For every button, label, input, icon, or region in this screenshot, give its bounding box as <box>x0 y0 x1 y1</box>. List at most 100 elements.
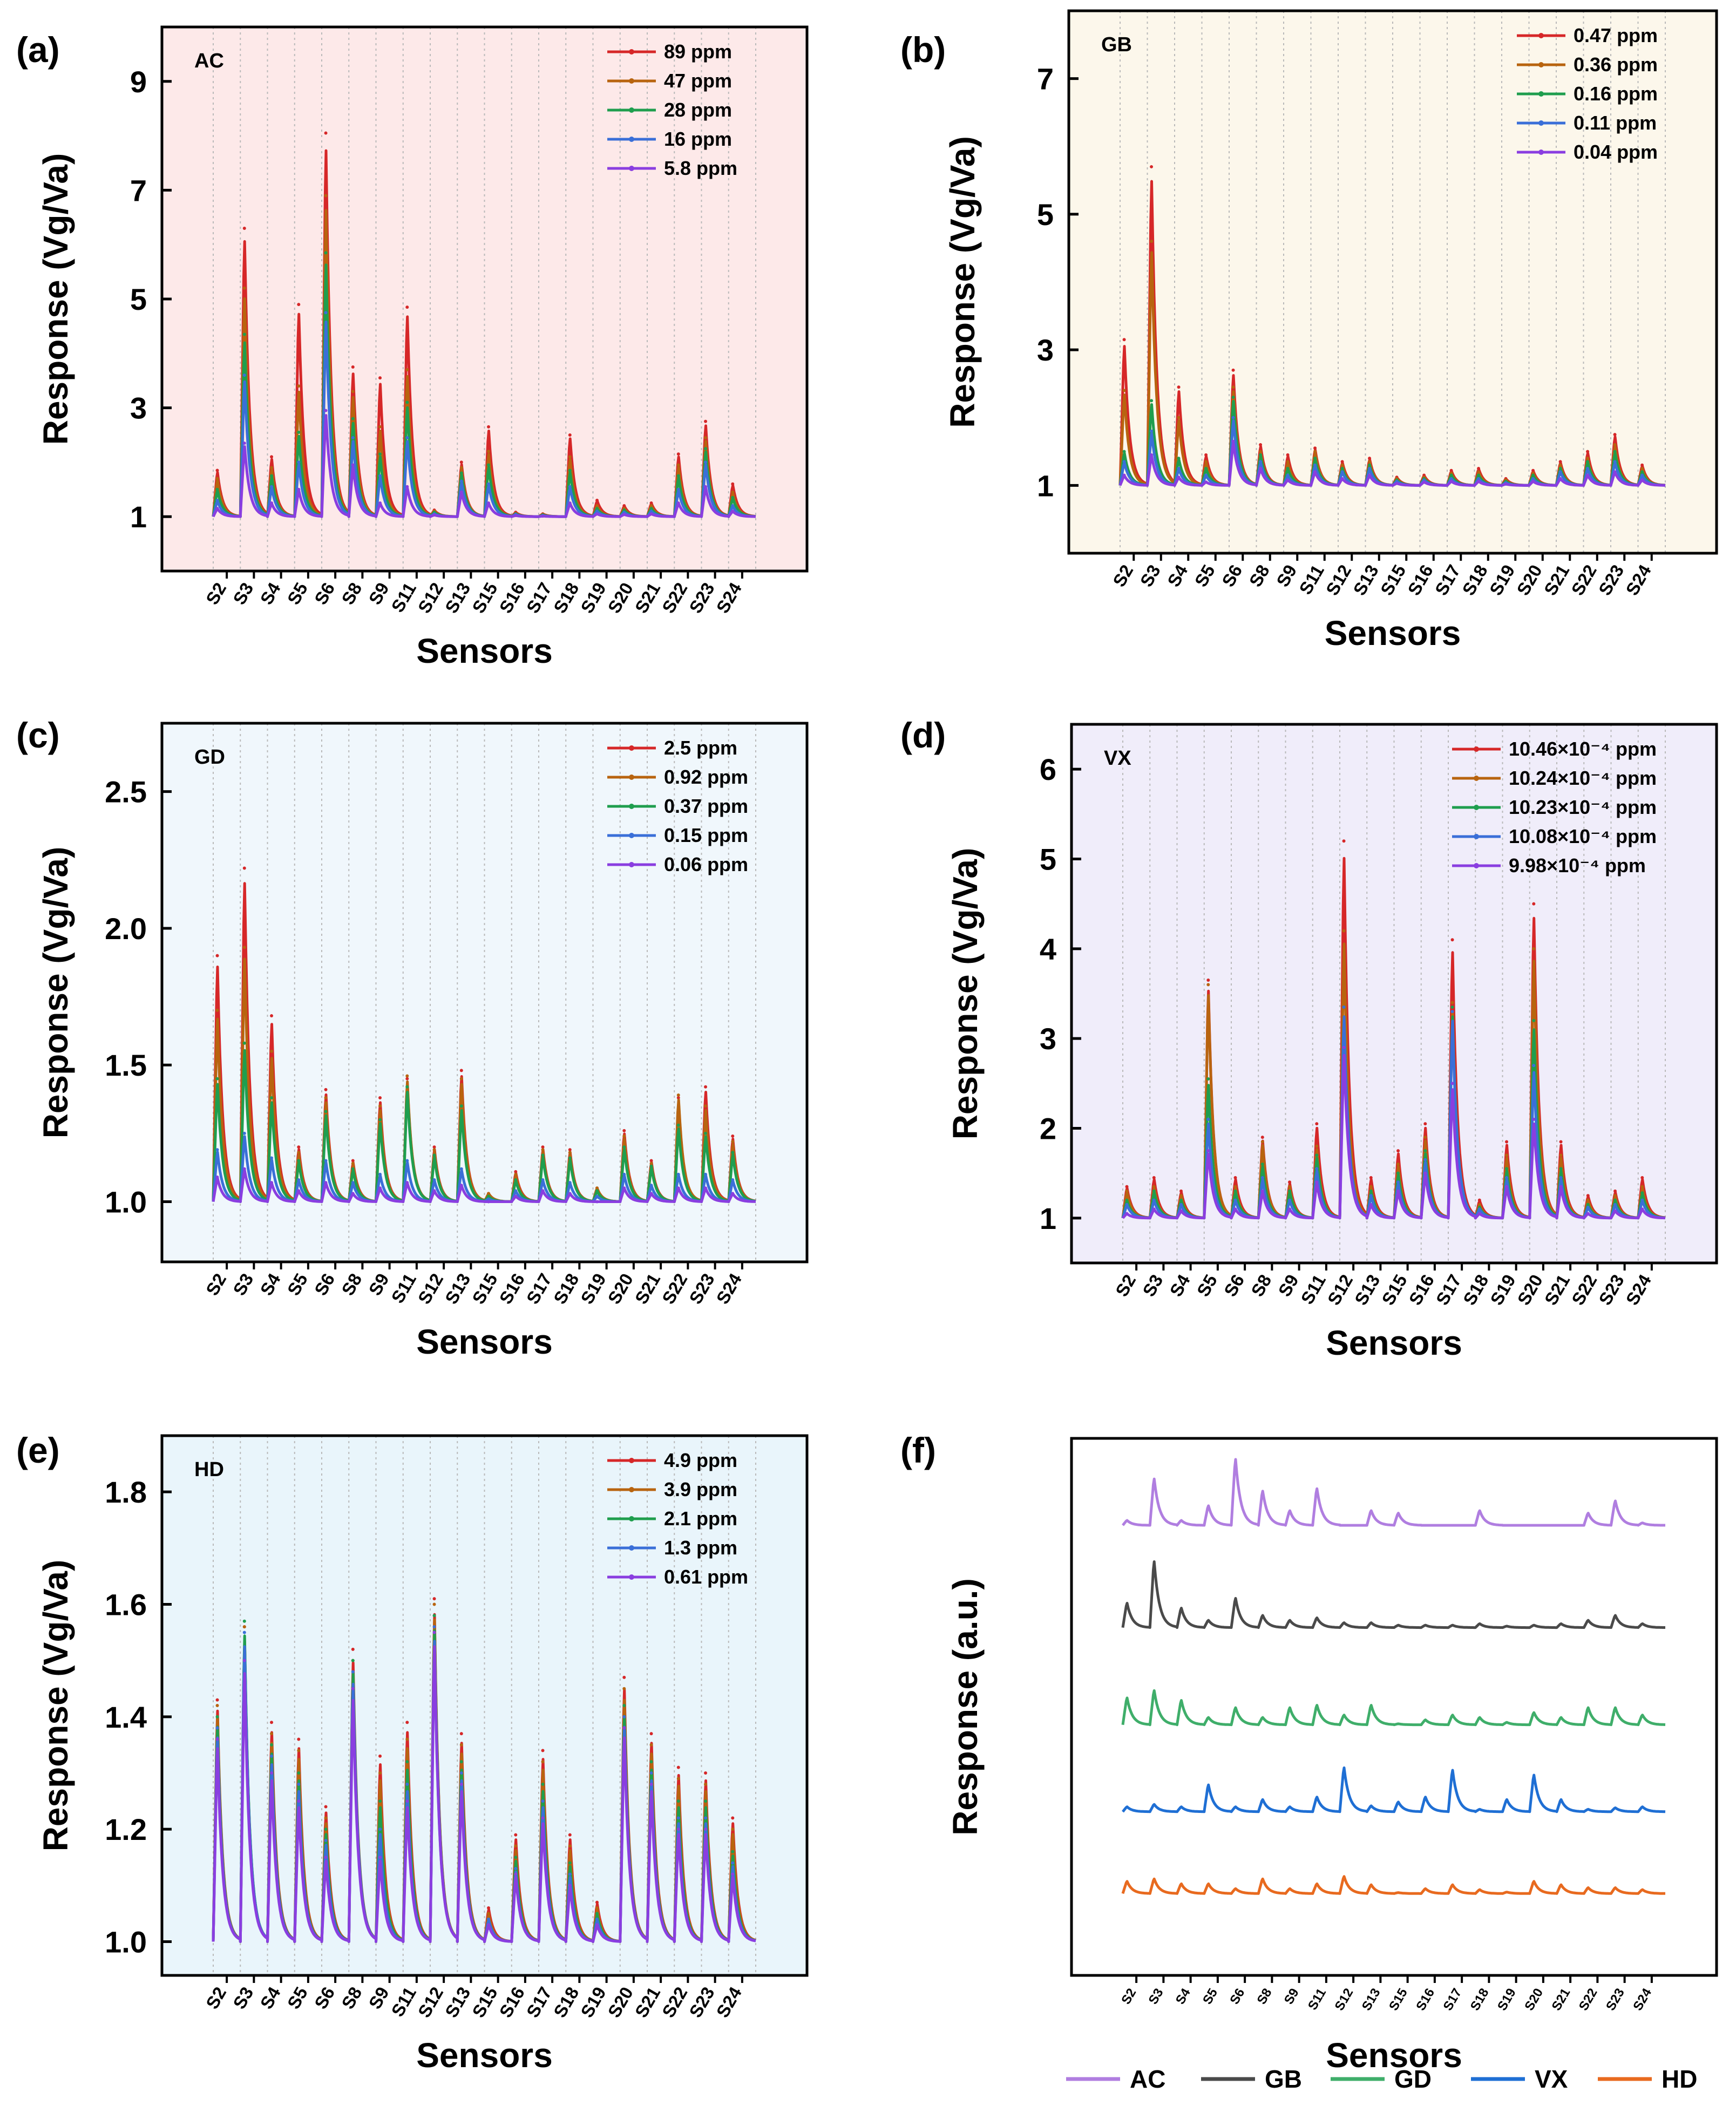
data-point <box>731 495 735 499</box>
data-point <box>1150 165 1154 168</box>
data-point <box>568 1872 572 1876</box>
data-point <box>378 1186 382 1190</box>
x-tick-label: S4 <box>256 579 284 608</box>
y-tick-label: 2.5 <box>105 775 147 809</box>
x-tick-label: S12 <box>1324 1271 1357 1308</box>
data-point <box>622 1172 626 1176</box>
data-point <box>1179 1203 1183 1206</box>
data-point <box>1477 479 1481 483</box>
data-point <box>1206 979 1210 982</box>
data-point <box>676 452 680 456</box>
x-tick-label: S19 <box>1486 1271 1519 1308</box>
data-point <box>378 425 382 429</box>
data-point <box>297 1159 301 1163</box>
data-point <box>351 436 355 440</box>
y-axis-title: Response (a.u.) <box>946 1578 985 1836</box>
data-point <box>1340 463 1344 467</box>
data-point <box>351 417 355 420</box>
x-tick-label: S8 <box>337 1983 365 2012</box>
data-point <box>676 1816 680 1820</box>
y-tick-label: 1.2 <box>105 1812 147 1846</box>
data-point <box>568 1156 572 1160</box>
panel-label: (f) <box>900 1430 936 1470</box>
data-point <box>405 1799 409 1803</box>
data-point <box>459 490 463 494</box>
data-point <box>1477 1212 1481 1215</box>
data-point <box>405 1077 409 1081</box>
data-point <box>270 1014 274 1018</box>
x-tick-label: S17 <box>1432 1271 1465 1308</box>
x-tick-label: S6 <box>1218 561 1246 590</box>
data-point <box>459 1760 463 1764</box>
data-point <box>1369 1203 1373 1206</box>
x-tick-label: S11 <box>387 579 419 616</box>
series-line-HD <box>1121 1875 1666 1895</box>
data-point <box>649 1743 653 1747</box>
data-point <box>541 1782 545 1786</box>
legend-marker <box>629 1516 634 1521</box>
data-point <box>1505 1185 1509 1188</box>
data-point <box>487 482 491 486</box>
data-point <box>1122 460 1126 464</box>
data-point <box>1260 1163 1264 1166</box>
data-point <box>568 1151 572 1154</box>
data-point <box>704 1782 708 1786</box>
data-point <box>324 409 328 412</box>
data-point <box>1259 443 1263 446</box>
data-point <box>242 1659 246 1662</box>
legend-label: 0.16 ppm <box>1574 83 1658 105</box>
data-point <box>324 1816 328 1820</box>
data-point <box>568 468 572 472</box>
x-tick-label: S16 <box>1413 1986 1437 2013</box>
data-point <box>270 1754 274 1758</box>
data-point <box>622 1687 626 1690</box>
y-tick-label: 1.4 <box>105 1700 147 1734</box>
data-point <box>1586 466 1590 470</box>
data-point <box>622 1186 626 1190</box>
data-point <box>704 485 708 488</box>
data-point <box>568 1192 572 1195</box>
x-tick-label: S24 <box>713 1269 746 1307</box>
legend-marker <box>629 745 634 751</box>
x-tick-label: S24 <box>713 1983 746 2021</box>
data-point <box>1640 1207 1644 1211</box>
data-point <box>704 1131 708 1135</box>
legend-label: 10.24×10⁻⁴ ppm <box>1509 767 1657 789</box>
data-point <box>1559 1176 1563 1179</box>
series-line-0-61-ppm <box>212 1645 756 1943</box>
x-tick-label: S15 <box>468 1270 501 1307</box>
y-axis-title: Response (Vg/Va) <box>36 847 75 1139</box>
data-point <box>1586 1205 1590 1209</box>
data-point <box>1260 1189 1264 1193</box>
panel-c: (c)GD1.01.52.02.5S2S3S4S5S6S8S9S11S12S13… <box>16 715 809 1361</box>
data-point <box>1368 457 1372 460</box>
legend-label: 0.47 ppm <box>1574 24 1658 46</box>
data-point <box>1505 1140 1509 1144</box>
data-point <box>1122 450 1126 453</box>
x-tick-label: S8 <box>337 579 365 608</box>
data-point <box>1150 453 1154 457</box>
panel-d: (d)VX123456S2S3S4S5S6S8S9S11S12S13S15S16… <box>900 715 1718 1362</box>
data-point <box>595 512 599 516</box>
data-point <box>731 1850 735 1853</box>
data-point <box>1396 1163 1400 1166</box>
x-tick-label: S17 <box>1431 561 1464 599</box>
y-tick-label: 3 <box>130 391 147 425</box>
y-axis-title: Response (Vg/Va) <box>943 136 982 428</box>
data-point <box>351 1181 355 1185</box>
data-point <box>1369 1189 1373 1193</box>
data-point <box>1206 1077 1210 1081</box>
data-point <box>324 1828 328 1831</box>
data-point <box>1586 1203 1590 1206</box>
data-point <box>1286 453 1290 457</box>
data-point <box>405 485 409 488</box>
x-tick-label: S4 <box>1165 1271 1194 1300</box>
data-point <box>1125 1198 1129 1202</box>
data-point <box>378 1104 382 1108</box>
data-point <box>622 513 626 517</box>
data-point <box>676 474 680 478</box>
data-point <box>541 1153 545 1157</box>
data-point <box>1260 1140 1264 1144</box>
data-point <box>514 1867 518 1871</box>
x-axis-title: Sensors <box>1326 2036 1462 2075</box>
